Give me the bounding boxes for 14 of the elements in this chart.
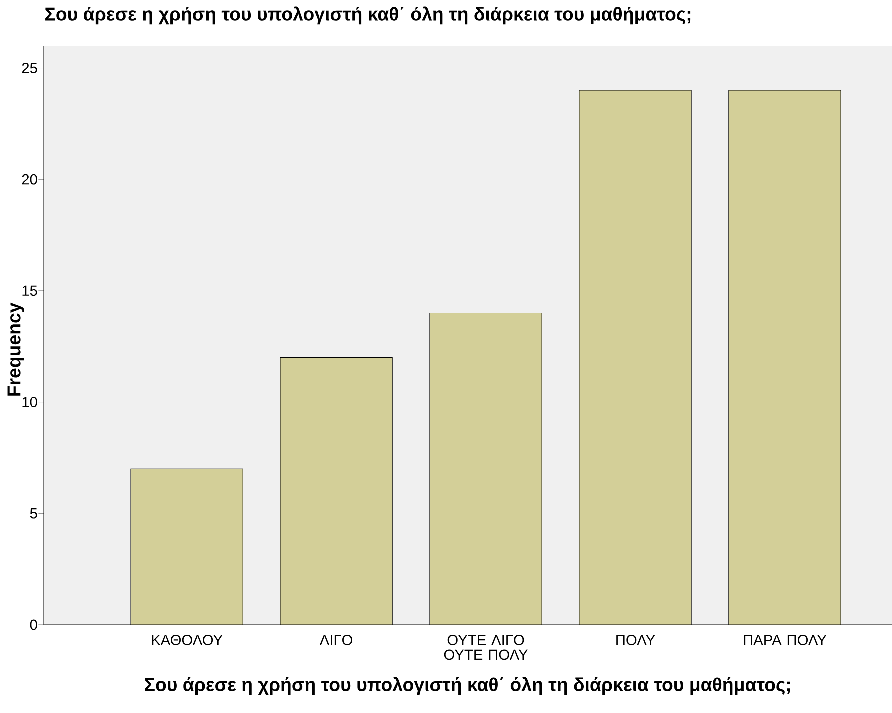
- y-tick-label: 5: [30, 508, 38, 519]
- x-tick-label: ΠΟΛΥ: [616, 635, 656, 646]
- x-axis-title: Σου άρεσε η χρήση του υπολογιστή καθ΄ όλη τη διάρκεια του μαθήματος;: [145, 677, 790, 696]
- y-tick-label: 15: [22, 286, 38, 296]
- x-tick-label: ΟΥΤΕ ΛΙΓΟ ΟΥΤΕ ΠΟΛΥ: [444, 635, 528, 660]
- y-axis-title: Frequency: [8, 302, 24, 396]
- y-tick-label: 0: [30, 620, 38, 630]
- x-tick-label: ΛΙΓΟ: [320, 635, 353, 646]
- y-tick-label: 20: [22, 174, 38, 185]
- x-tick-label: ΠΑΡΑ ΠΟΛΥ: [744, 635, 827, 646]
- y-tick-label: 25: [22, 63, 38, 74]
- y-tick-label: 10: [22, 397, 38, 408]
- x-tick-label: ΚΑΘΟΛΟΥ: [152, 635, 223, 646]
- chart-title: Σου άρεσε η χρήση του υπολογιστή καθ΄ όλη τη διάρκεια του μαθήματος;: [46, 6, 691, 25]
